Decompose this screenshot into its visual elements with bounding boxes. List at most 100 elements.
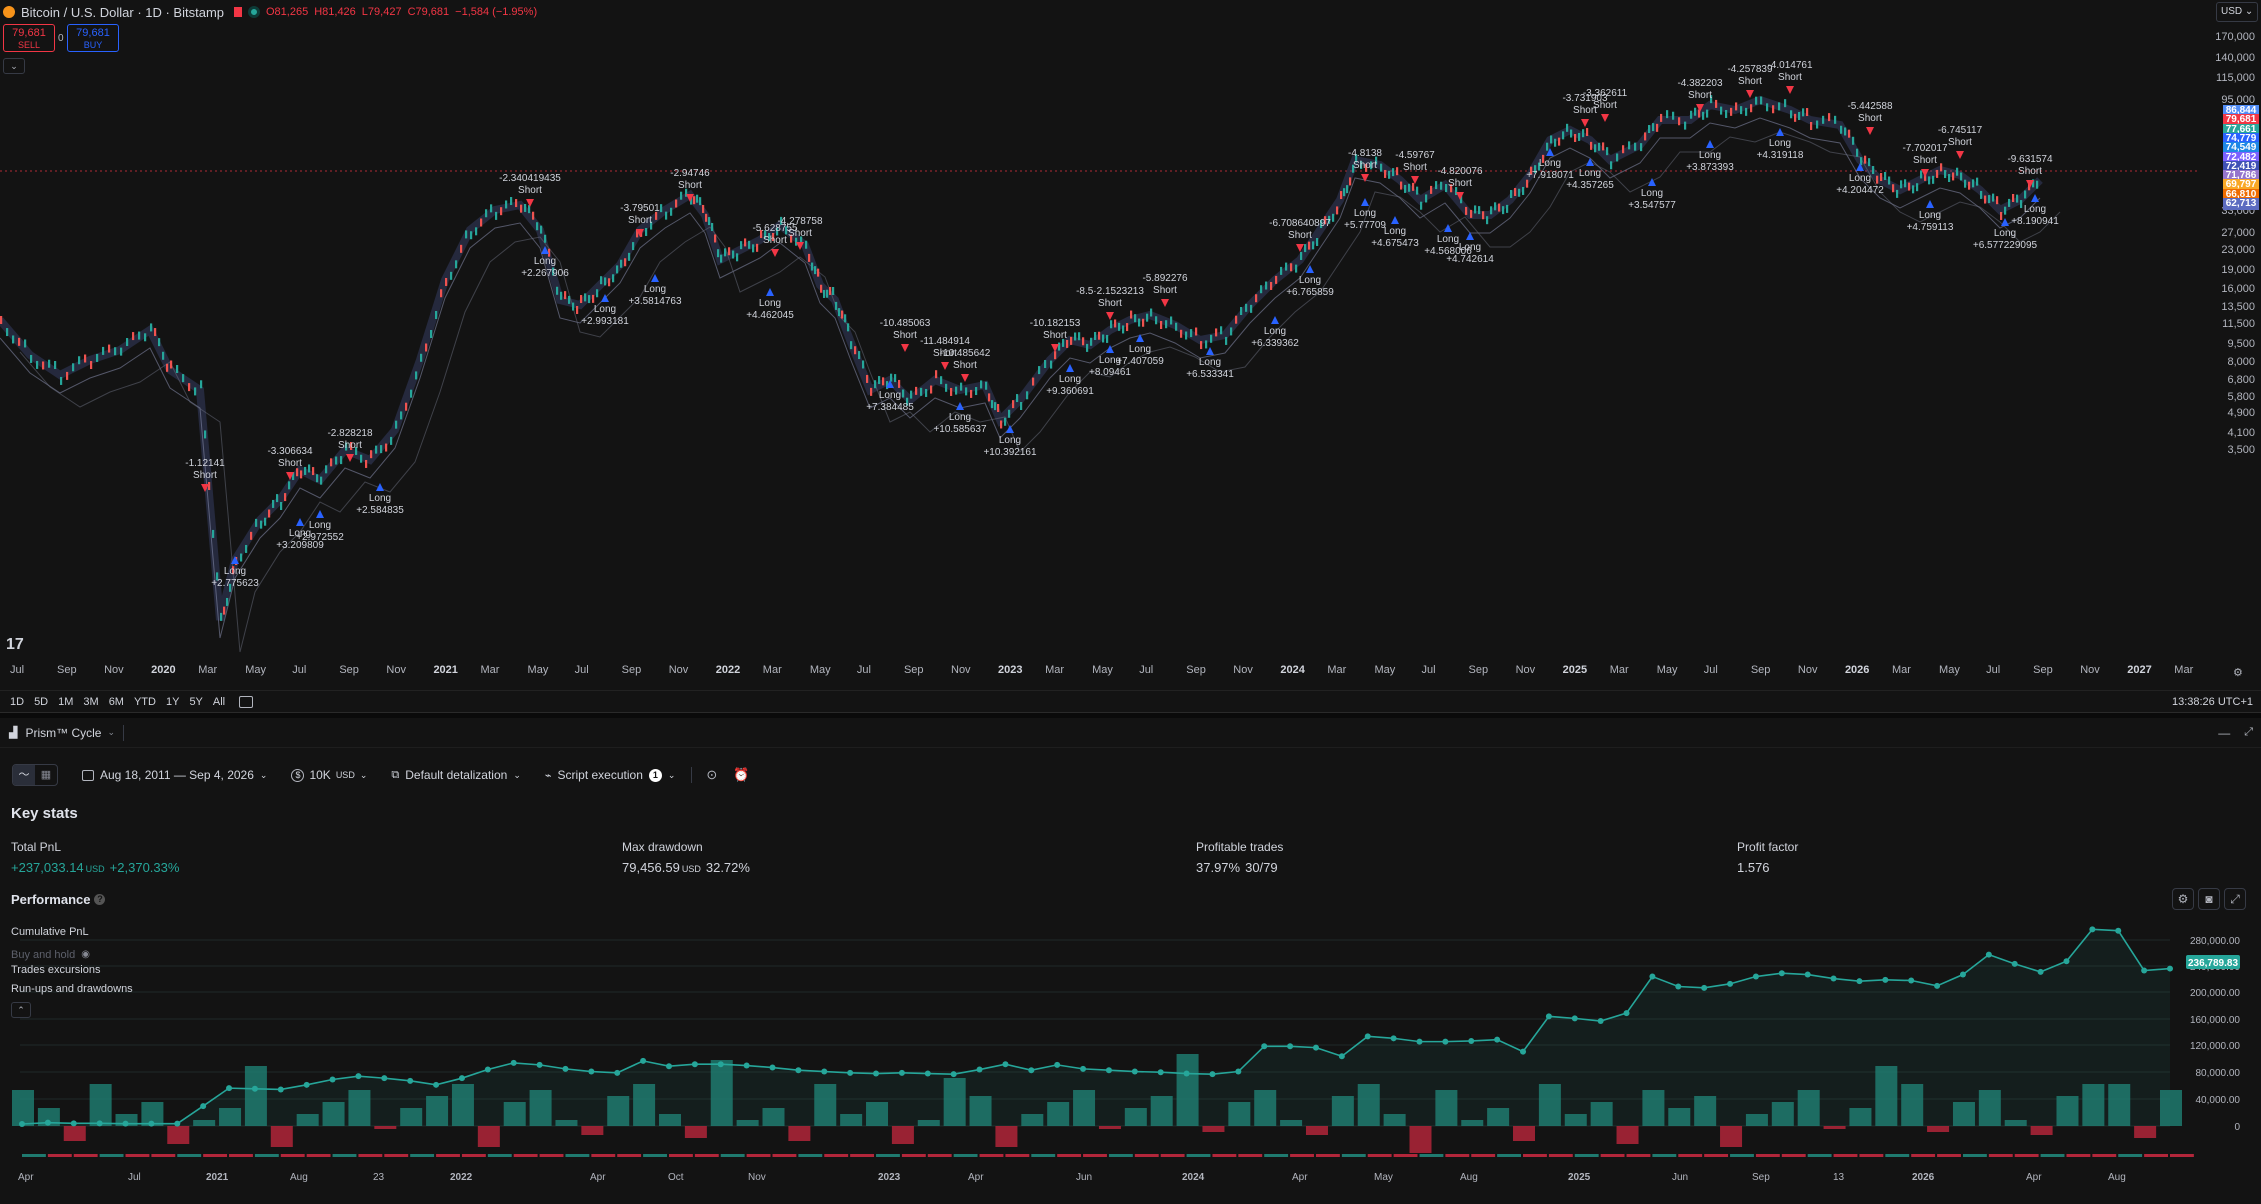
runup-drawdown-bar	[384, 1154, 409, 1157]
table-view-button[interactable]: ▦	[40, 769, 52, 781]
time-axis-settings-icon[interactable]: ⚙	[2233, 667, 2243, 679]
price-candle	[1412, 182, 1415, 191]
cumulative-pnl-point	[1312, 1044, 1319, 1051]
price-candle	[1960, 172, 1963, 181]
long-trade-label: Long	[1384, 226, 1406, 237]
price-candle	[292, 472, 295, 481]
stat-label: Max drawdown	[622, 840, 703, 854]
long-trade-label: Long	[999, 435, 1021, 446]
maximize-panel-icon[interactable]: ⤢	[2244, 726, 2253, 738]
stat-value: 37.97%	[1196, 860, 1241, 875]
price-candle	[1106, 334, 1109, 343]
legend-runups-drawdowns[interactable]: Run-ups and drawdowns	[11, 983, 133, 995]
price-candle	[1200, 341, 1203, 350]
eye-icon[interactable]: ◉	[81, 949, 90, 960]
short-trade-label: Short	[953, 360, 977, 371]
price-candle	[1343, 188, 1346, 197]
short-trade-label: Short	[1913, 155, 1937, 166]
price-candle	[874, 380, 877, 389]
legend-buy-and-hold[interactable]: Buy and hold ◉	[11, 945, 133, 964]
price-candle	[1400, 181, 1403, 190]
price-candle	[12, 335, 15, 344]
buy-button[interactable]: 79,681 BUY	[67, 24, 119, 52]
long-arrow-icon	[1306, 265, 1314, 273]
price-candle	[1316, 237, 1319, 246]
bands-area	[0, 95, 2043, 621]
trade-excursion-bar	[1047, 1102, 1070, 1126]
price-candle	[162, 351, 165, 360]
price-candle	[1640, 143, 1643, 152]
collapse-legend-button[interactable]: ⌃	[11, 1002, 31, 1018]
range-ytd[interactable]: YTD	[133, 695, 156, 708]
date-range-select[interactable]: Aug 18, 2011 — Sep 4, 2026 ⌄	[82, 768, 267, 782]
runup-drawdown-bar	[1523, 1154, 1547, 1157]
stat-unit: USD	[85, 864, 105, 874]
price-candle	[276, 494, 279, 503]
minimize-panel-icon[interactable]: —	[2218, 725, 2231, 740]
settings-icon[interactable]: ⊙	[706, 767, 718, 782]
range-1y[interactable]: 1Y	[165, 695, 180, 708]
price-candle	[1702, 111, 1705, 120]
perf-time-label: Sep	[1752, 1172, 1770, 1183]
runup-drawdown-bar	[1393, 1154, 1418, 1157]
price-candle	[1324, 216, 1327, 225]
clock[interactable]: 13:38:26 UTC+1	[2171, 695, 2253, 708]
long-arrow-icon	[1546, 148, 1554, 156]
script-execution-select[interactable]: ⌁ Script execution 1 ⌄	[545, 768, 676, 782]
symbol-title[interactable]: Bitcoin / U.S. Dollar · 1D · Bitstamp	[21, 4, 224, 20]
price-candle	[915, 386, 918, 395]
price-candle	[500, 207, 503, 216]
trade-excursion-bar	[2082, 1084, 2105, 1126]
time-axis-label: May	[1092, 664, 1113, 676]
runup-drawdown-bar	[2144, 1154, 2168, 1157]
alarm-icon[interactable]: ⏰	[733, 767, 750, 782]
price-candle	[1550, 135, 1553, 144]
trade-excursion-bar	[840, 1114, 863, 1126]
cumulative-pnl-point	[795, 1067, 802, 1074]
currency-select[interactable]: USD ⌄	[2216, 2, 2258, 22]
fullscreen-icon[interactable]: ⤢	[2224, 888, 2246, 910]
short-trade-value: -6.745117	[1938, 125, 1983, 136]
strategy-name[interactable]: Prism™ Cycle	[25, 725, 102, 740]
legend-trades-excursions[interactable]: Trades excursions	[11, 964, 101, 976]
chart-view-button[interactable]: 〜	[13, 765, 35, 785]
legend-cumulative-pnl[interactable]: Cumulative PnL	[11, 926, 89, 938]
trade-excursion-bar	[1849, 1108, 1872, 1126]
range-5y[interactable]: 5Y	[189, 695, 203, 708]
camera-icon[interactable]: ◙	[2198, 888, 2220, 910]
price-candle	[485, 209, 488, 218]
info-icon[interactable]: ?	[94, 894, 106, 905]
price-candle	[1114, 319, 1117, 328]
price-candle	[1964, 179, 1967, 188]
range-3m[interactable]: 3M	[83, 695, 99, 708]
chart-area[interactable]: -1.12141 Short -3.306634 Short -2.828218 Shor…	[0, 0, 2261, 690]
price-candle	[544, 234, 547, 243]
cumulative-pnl-point	[2037, 968, 2044, 975]
range-all[interactable]: All	[212, 695, 226, 708]
short-trade-label: Short	[1593, 100, 1617, 111]
calendar-icon[interactable]	[239, 695, 254, 708]
price-chart-canvas[interactable]: -1.12141Short-3.306634Short-2.828218Shor…	[0, 0, 2200, 660]
perf-settings-icon[interactable]: ⚙	[2172, 888, 2194, 910]
detalization-select[interactable]: ⧉ Default detalization ⌄	[391, 768, 520, 782]
price-axis[interactable]: 170,000 140,000 115,000 95,000 33,000 27,000 2…	[2200, 0, 2261, 660]
time-axis[interactable]: Jul Sep Nov 2020 Mar May Jul Sep Nov 2021 Mar May Ju…	[0, 664, 2200, 684]
range-1d[interactable]: 1D	[10, 695, 25, 708]
time-axis-label: Nov	[104, 664, 124, 676]
price-candle	[696, 194, 699, 203]
time-axis-label: Mar	[1327, 664, 1347, 676]
sell-button[interactable]: 79,681 SELL	[3, 24, 55, 52]
strategy-dropdown-icon[interactable]: ⌄	[107, 727, 116, 737]
runup-drawdown-bar	[1108, 1154, 1133, 1157]
flag-icon[interactable]	[234, 7, 242, 17]
range-1m[interactable]: 1M	[58, 695, 74, 708]
cumulative-pnl-point	[614, 1069, 621, 1076]
range-5d[interactable]: 5D	[34, 695, 49, 708]
collapse-legend-button[interactable]: ⌄	[3, 58, 25, 74]
trade-excursion-bar	[1616, 1126, 1639, 1144]
range-6m[interactable]: 6M	[108, 695, 124, 708]
capital-select[interactable]: $ 10K USD ⌄	[291, 768, 367, 782]
runup-drawdown-bar	[1497, 1154, 1522, 1157]
panel-separator[interactable]	[0, 712, 2261, 718]
performance-chart[interactable]: 280,000.00240,000.00200,000.00160,000.00…	[0, 918, 2261, 1204]
